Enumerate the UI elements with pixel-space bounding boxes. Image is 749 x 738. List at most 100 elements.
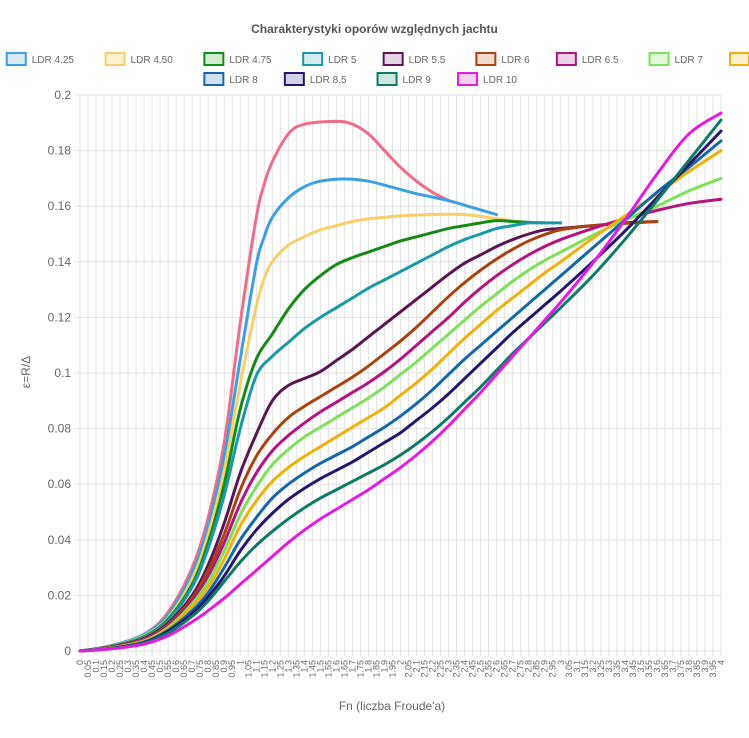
x-tick-label: 1.95 (387, 660, 397, 678)
x-tick-label: 0.4 (139, 660, 149, 673)
x-tick-label: 3.5 (636, 660, 646, 673)
x-tick-label: 3.4 (620, 660, 630, 673)
series-line-ldr-6-5 (78, 197, 723, 653)
x-tick-label: 3.75 (676, 660, 686, 678)
legend-item-ldr-9[interactable]: LDR 9 (376, 72, 432, 86)
x-tick-label: 3.35 (612, 660, 622, 678)
legend-label: LDR 6.5 (582, 55, 619, 66)
x-tick-label: 3.15 (580, 660, 590, 678)
y-axis-ticks: 0 0.02 0.04 0.06 0.08 0.1 0.12 0.14 0.16 0.18 0.2 (48, 88, 72, 658)
legend-label: LDR 9 (403, 75, 432, 86)
legend-item-ldr-6-5[interactable]: LDR 6.5 (555, 52, 619, 66)
legend-label: LDR 5 (328, 55, 357, 66)
x-tick-label: 2.15 (420, 660, 430, 678)
legend-item-ldr-5-5[interactable]: LDR 5.5 (382, 52, 446, 66)
legend-swatch (555, 52, 577, 66)
x-tick-label: 1 (235, 660, 245, 665)
legend-item-ldr-4-75[interactable]: LDR 4.75 (203, 52, 272, 66)
x-tick-label: 2.85 (532, 660, 542, 678)
series-line-ldr-8 (78, 139, 723, 653)
x-tick-label: 1.6 (331, 660, 341, 673)
legend-label: LDR 8.5 (310, 75, 347, 86)
x-tick-label: 3.45 (628, 660, 638, 678)
x-tick-label: 2.2 (428, 660, 438, 673)
legend-item-ldr-5[interactable]: LDR 5 (302, 52, 357, 66)
legend-item-ldr-8[interactable]: LDR 8 (203, 72, 258, 86)
legend-item-ldr-10[interactable]: LDR 10 (457, 72, 517, 86)
legend-item-ldr-7-5[interactable]: LDR 7.5 (729, 52, 749, 66)
x-tick-label: 1.15 (259, 660, 269, 678)
x-tick-label: 2.1 (412, 660, 422, 673)
x-tick-label: 2.5 (476, 660, 486, 673)
legend-item-ldr-7[interactable]: LDR 7 (648, 52, 704, 66)
x-tick-label: 0.15 (99, 660, 109, 678)
y-tick-label: 0.08 (48, 422, 72, 436)
x-tick-label: 0.55 (163, 660, 173, 678)
series-line-ldr-4-50 (78, 212, 531, 653)
x-tick-label: 2.55 (484, 660, 494, 678)
x-tick-label: 0.05 (83, 660, 93, 678)
x-tick-label: 1.7 (347, 660, 357, 673)
legend-label: LDR 10 (483, 75, 517, 86)
legend-label: LDR 4.50 (131, 55, 174, 66)
legend-label: LDR 4.75 (229, 55, 272, 66)
x-tick-label: 1.45 (307, 660, 317, 678)
x-tick-label: 2.9 (540, 660, 550, 673)
legend-label: LDR 5.5 (409, 55, 446, 66)
x-tick-label: 0.5 (155, 660, 165, 673)
x-tick-label: 3.9 (700, 660, 710, 673)
series-line-ldr-7-5 (78, 149, 723, 653)
x-tick-label: 2.8 (524, 660, 534, 673)
x-tick-label: 3.05 (564, 660, 574, 678)
x-tick-label: 0.1 (91, 660, 101, 673)
x-tick-label: 3.2 (588, 660, 598, 673)
x-tick-label: 2.45 (468, 660, 478, 678)
legend-item-ldr-6[interactable]: LDR 6 (475, 52, 530, 66)
x-tick-label: 1.4 (299, 660, 309, 673)
chart-title: Charakterystyki oporów względnych jachtu (251, 22, 498, 36)
x-tick-label: 2.25 (436, 660, 446, 678)
series-line-ldr-5-5 (78, 219, 659, 653)
series-line-ldr-4 (78, 119, 451, 653)
x-tick-label: 3.1 (572, 660, 582, 673)
x-tick-label: 0.9 (219, 660, 229, 673)
x-tick-label: 0.25 (115, 660, 125, 678)
y-tick-label: 0.2 (54, 88, 71, 102)
x-axis-label: Fn (liczba Froude'a) (339, 699, 445, 713)
y-tick-label: 0.02 (48, 588, 72, 602)
series-line-ldr-6 (78, 219, 659, 653)
x-tick-label: 0.7 (187, 660, 197, 673)
legend-item-ldr-8-5[interactable]: LDR 8.5 (283, 72, 347, 86)
x-tick-label: 1.25 (275, 660, 285, 678)
legend-label: LDR 8 (229, 75, 258, 86)
legend-swatch (104, 52, 126, 66)
y-tick-label: 0 (64, 644, 71, 658)
x-tick-label: 3 (556, 660, 566, 665)
x-tick-label: 1.3 (283, 660, 293, 673)
x-tick-label: 3.65 (660, 660, 670, 678)
x-tick-label: 2.65 (500, 660, 510, 678)
series-line-ldr-8-5 (78, 129, 723, 653)
x-tick-label: 3.8 (684, 660, 694, 673)
y-tick-label: 0.16 (48, 199, 72, 213)
x-tick-label: 4 (716, 660, 726, 665)
x-tick-label: 2.35 (452, 660, 462, 678)
legend-item-ldr-4-25[interactable]: LDR 4.25 (5, 52, 75, 66)
x-tick-label: 0.85 (211, 660, 221, 678)
legend-item-ldr-4-50[interactable]: LDR 4.50 (104, 52, 174, 66)
x-tick-label: 0.35 (131, 660, 141, 678)
legend-label: LDR 6 (501, 55, 530, 66)
series-line-ldr-10 (78, 111, 723, 653)
x-tick-label: 2.75 (516, 660, 526, 678)
x-tick-label: 3.6 (652, 660, 662, 673)
legend-swatch (729, 52, 749, 66)
y-axis-label: ε=R/Δ (19, 356, 33, 388)
x-tick-label: 3.85 (692, 660, 702, 678)
x-tick-label: 1.8 (363, 660, 373, 673)
series-line-ldr-9 (78, 118, 723, 653)
legend-swatch (302, 52, 324, 66)
series-line-ldr-4-25 (78, 177, 499, 653)
x-tick-label: 1.55 (323, 660, 333, 678)
x-tick-label: 2.05 (404, 660, 414, 678)
